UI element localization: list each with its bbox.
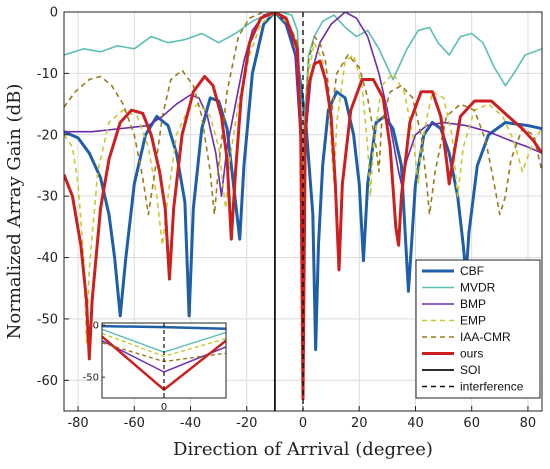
series-line-iaa-cmr [64, 12, 542, 228]
x-tick-label: -40 [180, 416, 201, 431]
legend-box [415, 259, 541, 399]
legend-item-label: BMP [460, 297, 486, 311]
inset-zoom-plot: 0 -50 0 [83, 321, 227, 413]
x-tick-label: -60 [124, 416, 145, 431]
x-tick-label: -80 [67, 416, 88, 431]
series-line-ours [64, 12, 542, 401]
y-tick-label: -50 [37, 312, 58, 327]
y-tick-label: -10 [37, 67, 58, 82]
legend-item-label: CBF [460, 264, 484, 278]
series-line-mvdr [64, 12, 542, 185]
inset-x-tick-label: 0 [161, 402, 167, 413]
legend-item-label: EMP [460, 314, 486, 328]
x-tick-label: 80 [520, 416, 537, 431]
y-tick-label: -60 [37, 374, 58, 389]
plot-area [64, 12, 542, 411]
inset-y-tick-label: -50 [83, 373, 99, 384]
x-tick-label: 60 [463, 416, 480, 431]
y-tick-label: -30 [37, 190, 58, 205]
y-tick-label: -40 [37, 251, 58, 266]
x-tick-label: 40 [407, 416, 424, 431]
legend: CBF MVDR BMP EMP IAA-CMR ours SOI interference [415, 259, 541, 399]
y-tick-label: 0 [50, 6, 58, 21]
legend-item-label: SOI [460, 363, 481, 377]
x-tick-label: 0 [299, 416, 307, 431]
legend-item-label: MVDR [460, 281, 496, 295]
y-axis-label: Normalized Array Gain (dB) [4, 84, 25, 340]
inset-y-tick-label: 0 [93, 321, 99, 332]
plot-frame [63, 11, 543, 412]
legend-item-label: ours [460, 347, 483, 361]
legend-item-label: interference [460, 380, 524, 394]
inset-plot-area [102, 323, 226, 398]
legend-item-label: IAA-CMR [460, 330, 511, 344]
inset-series-line-emp [102, 332, 226, 358]
x-tick-label: -20 [236, 416, 257, 431]
inset-series-line-cbf [102, 324, 226, 330]
axis-ticks: -80 -60 -40 -20 0 20 40 60 80 0 -10 -20 -30 -40 -50 -60 [37, 6, 536, 432]
x-tick-label: 20 [351, 416, 368, 431]
y-tick-label: -20 [37, 128, 58, 143]
x-axis-label: Direction of Arrival (degree) [173, 439, 433, 460]
